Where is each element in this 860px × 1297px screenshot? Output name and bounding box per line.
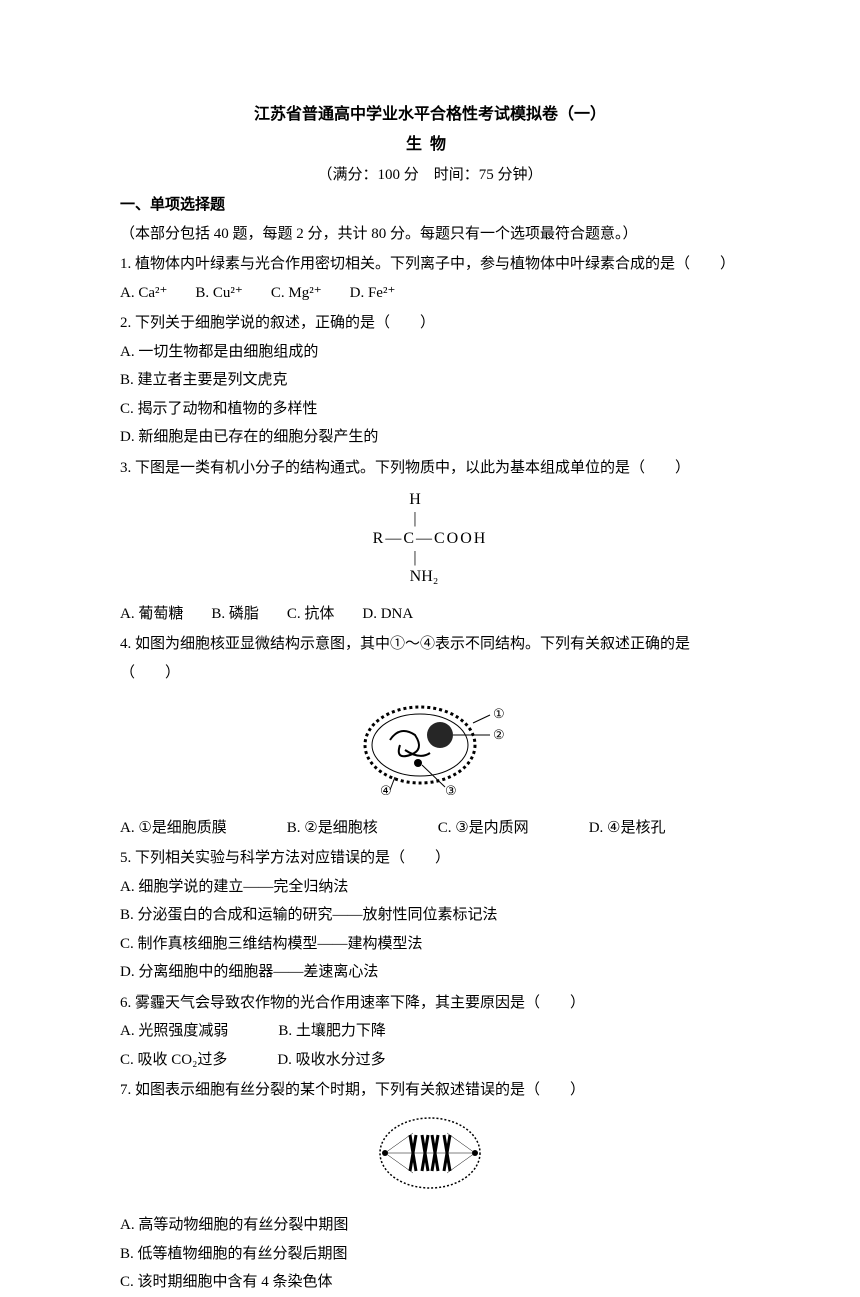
- q7-option-c: C. 该时期细胞中含有 4 条染色体: [120, 1268, 740, 1297]
- q7-option-a: A. 高等动物细胞的有丝分裂中期图: [120, 1211, 740, 1240]
- q5-option-c: C. 制作真核细胞三维结构模型——建构模型法: [120, 930, 740, 959]
- q3-option-a: A. 葡萄糖: [120, 600, 183, 629]
- q4-option-a: A. ①是细胞质膜: [120, 814, 227, 843]
- q4-option-b: B. ②是细胞核: [287, 814, 378, 843]
- q6-option-d: D. 吸收水分过多: [277, 1046, 385, 1075]
- question-5: 5. 下列相关实验与科学方法对应错误的是（ ）: [120, 844, 740, 873]
- formula-c: C: [403, 529, 416, 548]
- q1-option-d: D. Fe²⁺: [350, 279, 396, 308]
- label-4: ④: [380, 783, 392, 795]
- formula-nh2: NH₂: [361, 567, 488, 586]
- q1-option-c: C. Mg²⁺: [271, 279, 322, 308]
- label-1: ①: [493, 706, 505, 721]
- label-2: ②: [493, 727, 505, 742]
- q1-option-a: A. Ca²⁺: [120, 279, 167, 308]
- q5-option-d: D. 分离细胞中的细胞器——差速离心法: [120, 958, 740, 987]
- question-7: 7. 如图表示细胞有丝分裂的某个时期，下列有关叙述错误的是（ ）: [120, 1076, 740, 1105]
- q6-option-a: A. 光照强度减弱: [120, 1017, 228, 1046]
- question-4-options: A. ①是细胞质膜 B. ②是细胞核 C. ③是内质网 D. ④是核孔: [120, 814, 740, 843]
- q2-option-c: C. 揭示了动物和植物的多样性: [120, 395, 740, 424]
- q4-option-d: D. ④是核孔: [589, 814, 666, 843]
- question-4: 4. 如图为细胞核亚显微结构示意图，其中①～④表示不同结构。下列有关叙述正确的是…: [120, 630, 740, 687]
- question-6: 6. 雾霾天气会导致农作物的光合作用速率下降，其主要原因是（ ）: [120, 989, 740, 1018]
- q2-option-d: D. 新细胞是由已存在的细胞分裂产生的: [120, 423, 740, 452]
- section-1-heading: 一、单项选择题 （本部分包括 40 题，每题 2 分，共计 80 分。每题只有一个…: [120, 191, 740, 248]
- label-3: ③: [445, 783, 457, 795]
- question-6-options-row2: C. 吸收 CO₂过多 D. 吸收水分过多: [120, 1046, 740, 1075]
- q1-option-b: B. Cu²⁺: [195, 279, 242, 308]
- q2-option-b: B. 建立者主要是列文虎克: [120, 366, 740, 395]
- q3-option-d: D. DNA: [362, 600, 413, 629]
- exam-subject: 生物: [120, 130, 740, 160]
- question-3: 3. 下图是一类有机小分子的结构通式。下列物质中，以此为基本组成单位的是（ ）: [120, 454, 740, 483]
- q3-option-b: B. 磷脂: [211, 600, 259, 629]
- section-label: 一、单项选择题: [120, 197, 225, 213]
- question-3-options: A. 葡萄糖 B. 磷脂 C. 抗体 D. DNA: [120, 600, 740, 629]
- section-desc: （本部分包括 40 题，每题 2 分，共计 80 分。每题只有一个选项最符合题意…: [120, 226, 638, 242]
- formula-h: H: [343, 490, 488, 509]
- question-2: 2. 下列关于细胞学说的叙述，正确的是（ ）: [120, 309, 740, 338]
- question-1: 1. 植物体内叶绿素与光合作用密切相关。下列离子中，参与植物体中叶绿素合成的是（…: [120, 250, 740, 279]
- question-6-options-row1: A. 光照强度减弱 B. 土壤肥力下降: [120, 1017, 740, 1046]
- q5-option-b: B. 分泌蛋白的合成和运输的研究——放射性同位素标记法: [120, 901, 740, 930]
- q6-option-b: B. 土壤肥力下降: [278, 1017, 386, 1046]
- formula-r: R: [373, 529, 386, 548]
- q3-option-c: C. 抗体: [287, 600, 335, 629]
- amino-acid-formula: H | R—C—COOH | NH₂: [120, 490, 740, 591]
- formula-bond-bottom: |: [343, 548, 488, 567]
- formula-mid: R—C—COOH: [373, 529, 488, 548]
- mitosis-diagram: [120, 1113, 740, 1204]
- formula-dash2: —: [416, 529, 434, 548]
- nucleus-diagram: ① ② ③ ④: [120, 695, 740, 806]
- question-1-options: A. Ca²⁺ B. Cu²⁺ C. Mg²⁺ D. Fe²⁺: [120, 279, 740, 308]
- q4-option-c: C. ③是内质网: [438, 814, 529, 843]
- exam-info: （满分：100 分 时间：75 分钟）: [120, 161, 740, 190]
- q7-option-b: B. 低等植物细胞的有丝分裂后期图: [120, 1240, 740, 1269]
- q6-option-c: C. 吸收 CO₂过多: [120, 1046, 227, 1075]
- q2-option-a: A. 一切生物都是由细胞组成的: [120, 338, 740, 367]
- formula-bond-top: |: [343, 509, 488, 528]
- exam-title: 江苏省普通高中学业水平合格性考试模拟卷（一）: [120, 100, 740, 130]
- formula-dash1: —: [385, 529, 403, 548]
- formula-cooh: COOH: [434, 529, 487, 548]
- q5-option-a: A. 细胞学说的建立——完全归纳法: [120, 873, 740, 902]
